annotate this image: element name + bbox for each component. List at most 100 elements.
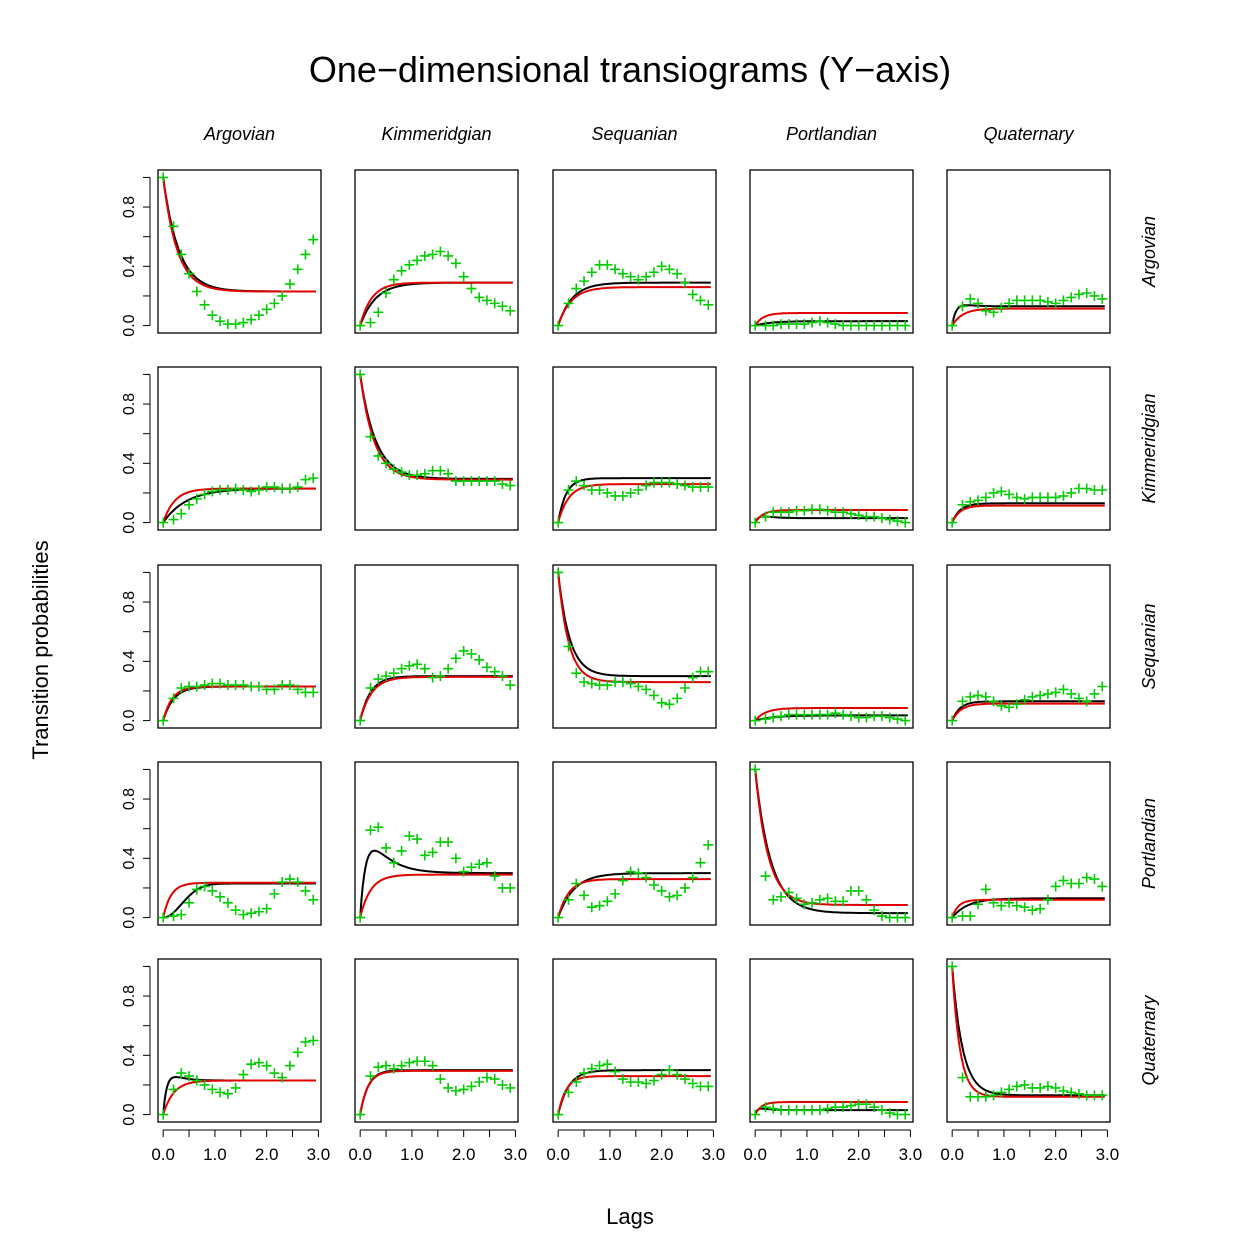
empirical-point — [215, 678, 226, 689]
y-tick-label: 0.8 — [121, 591, 138, 613]
empirical-point — [277, 877, 288, 888]
empirical-point — [703, 299, 714, 310]
empirical-point — [838, 709, 849, 720]
empirical-point — [625, 487, 636, 498]
panel-kimmeridgian-to-portlandian — [749, 366, 914, 531]
empirical-point — [876, 711, 887, 722]
y-tick-label: 0.0 — [121, 709, 138, 731]
empirical-point — [672, 268, 683, 279]
empirical-point — [988, 307, 999, 318]
x-tick-label: 0.0 — [348, 1145, 372, 1164]
empirical-point — [1035, 295, 1046, 306]
empirical-point — [602, 896, 613, 907]
empirical-point — [900, 912, 911, 923]
empirical-point — [222, 1088, 233, 1099]
empirical-point — [450, 258, 461, 269]
empirical-point — [687, 289, 698, 300]
empirical-point — [388, 857, 399, 868]
empirical-point — [947, 961, 958, 972]
panel-frame — [946, 761, 1111, 926]
empirical-point — [1058, 1085, 1069, 1096]
empirical-point — [466, 648, 477, 659]
x-tick-label: 2.0 — [1044, 1145, 1068, 1164]
empirical-point — [617, 490, 628, 501]
empirical-point — [466, 862, 477, 873]
empirical-point — [1066, 688, 1077, 699]
empirical-point — [980, 1091, 991, 1102]
empirical-point — [884, 514, 895, 525]
empirical-point — [474, 654, 485, 665]
empirical-point — [481, 295, 492, 306]
empirical-point — [672, 890, 683, 901]
empirical-point — [308, 894, 319, 905]
x-tick-label: 2.0 — [847, 1145, 871, 1164]
empirical-point — [679, 682, 690, 693]
empirical-point — [505, 680, 516, 691]
empirical-point — [1073, 878, 1084, 889]
empirical-point — [381, 458, 392, 469]
empirical-point — [695, 857, 706, 868]
model-curve-red — [754, 312, 908, 327]
panel-frame — [157, 366, 322, 531]
panel-frame — [552, 761, 717, 926]
empirical-point — [648, 267, 659, 278]
model-curve-black — [162, 1075, 316, 1115]
empirical-point — [1081, 696, 1092, 707]
model-curve-black — [162, 685, 316, 721]
empirical-point — [996, 900, 1007, 911]
empirical-point — [768, 1103, 779, 1114]
empirical-point — [381, 842, 392, 853]
empirical-point — [443, 663, 454, 674]
empirical-point — [656, 261, 667, 272]
empirical-point — [168, 911, 179, 922]
empirical-point — [505, 480, 516, 491]
empirical-point — [947, 320, 958, 331]
empirical-point — [284, 279, 295, 290]
empirical-point — [586, 267, 597, 278]
empirical-point — [641, 480, 652, 491]
empirical-point — [1027, 691, 1038, 702]
empirical-point — [996, 486, 1007, 497]
empirical-point — [1035, 903, 1046, 914]
empirical-point — [1035, 690, 1046, 701]
empirical-point — [750, 715, 761, 726]
empirical-point — [563, 894, 574, 905]
empirical-point — [679, 480, 690, 491]
model-curve-red — [951, 504, 1105, 524]
empirical-point — [876, 911, 887, 922]
empirical-point — [672, 1069, 683, 1080]
empirical-point — [900, 1109, 911, 1120]
empirical-point — [687, 672, 698, 683]
empirical-point — [489, 666, 500, 677]
empirical-point — [853, 885, 864, 896]
empirical-point — [199, 1079, 210, 1090]
empirical-point — [973, 298, 984, 309]
panel-frame — [354, 169, 519, 334]
empirical-point — [633, 484, 644, 495]
row-label: Sequanian — [1139, 603, 1159, 689]
empirical-point — [768, 712, 779, 723]
empirical-point — [184, 1071, 195, 1082]
empirical-point — [1097, 293, 1108, 304]
empirical-point — [253, 484, 264, 495]
empirical-point — [419, 250, 430, 261]
empirical-point — [427, 1060, 438, 1071]
y-tick-label: 0.0 — [121, 314, 138, 336]
model-curve-red — [951, 966, 1105, 1098]
empirical-point — [695, 295, 706, 306]
empirical-point — [988, 487, 999, 498]
model-curve-red — [359, 675, 513, 721]
y-tick-label: 0.8 — [121, 393, 138, 415]
empirical-point — [783, 507, 794, 518]
empirical-point — [845, 1100, 856, 1111]
panel-quaternary-to-portlandian: 0.0 1.0 2.0 3.0 — [743, 958, 922, 1164]
column-label: Quaternary — [983, 124, 1074, 144]
empirical-point — [656, 1069, 667, 1080]
empirical-point — [381, 1060, 392, 1071]
empirical-point — [168, 514, 179, 525]
empirical-point — [633, 274, 644, 285]
empirical-point — [838, 1102, 849, 1113]
panel-frame — [354, 761, 519, 926]
panel-frame — [354, 958, 519, 1123]
empirical-point — [1073, 693, 1084, 704]
